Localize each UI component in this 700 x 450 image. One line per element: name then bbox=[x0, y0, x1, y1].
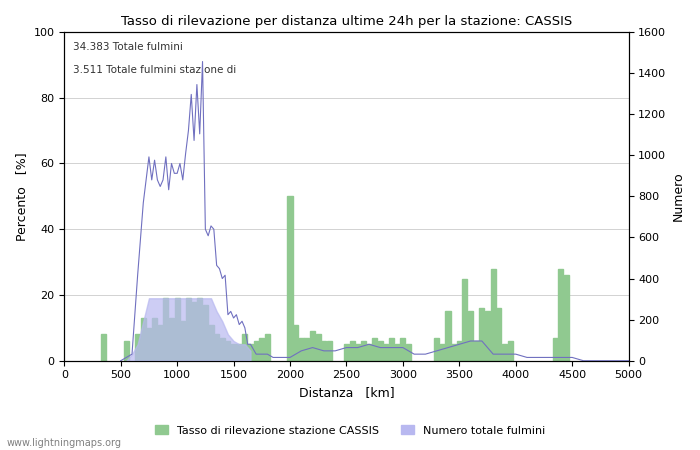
Bar bbox=[124, 341, 129, 361]
Bar bbox=[163, 298, 169, 361]
Bar bbox=[367, 344, 372, 361]
Bar bbox=[214, 334, 219, 361]
Bar bbox=[304, 338, 309, 361]
Bar bbox=[384, 344, 388, 361]
Bar bbox=[146, 328, 151, 361]
Bar bbox=[158, 324, 163, 361]
Bar bbox=[186, 298, 191, 361]
Bar bbox=[451, 344, 456, 361]
Bar bbox=[395, 344, 400, 361]
Bar bbox=[378, 341, 383, 361]
Bar bbox=[372, 338, 377, 361]
X-axis label: Distanza   [km]: Distanza [km] bbox=[299, 386, 394, 399]
Bar bbox=[299, 338, 304, 361]
Bar bbox=[316, 334, 321, 361]
Bar bbox=[468, 311, 473, 361]
Bar bbox=[288, 196, 293, 361]
Bar bbox=[457, 341, 462, 361]
Bar bbox=[434, 338, 440, 361]
Bar bbox=[293, 324, 298, 361]
Bar bbox=[220, 338, 225, 361]
Bar bbox=[174, 298, 180, 361]
Bar bbox=[152, 318, 157, 361]
Bar bbox=[192, 302, 197, 361]
Y-axis label: Percento   [%]: Percento [%] bbox=[15, 152, 28, 241]
Bar bbox=[225, 341, 230, 361]
Bar bbox=[349, 341, 355, 361]
Bar bbox=[321, 341, 326, 361]
Bar bbox=[237, 344, 242, 361]
Bar bbox=[203, 305, 208, 361]
Text: 3.511 Totale fulmini stazione di: 3.511 Totale fulmini stazione di bbox=[73, 65, 236, 75]
Bar bbox=[102, 334, 106, 361]
Bar bbox=[310, 331, 315, 361]
Bar bbox=[141, 318, 146, 361]
Bar bbox=[491, 269, 496, 361]
Bar bbox=[231, 344, 236, 361]
Bar bbox=[248, 344, 253, 361]
Bar bbox=[463, 279, 468, 361]
Y-axis label: Numero: Numero bbox=[672, 171, 685, 221]
Bar bbox=[355, 344, 360, 361]
Title: Tasso di rilevazione per distanza ultime 24h per la stazione: CASSIS: Tasso di rilevazione per distanza ultime… bbox=[121, 15, 572, 28]
Bar bbox=[242, 334, 247, 361]
Bar bbox=[253, 341, 259, 361]
Bar bbox=[496, 308, 501, 361]
Bar bbox=[327, 341, 332, 361]
Bar bbox=[400, 338, 405, 361]
Bar bbox=[508, 341, 512, 361]
Bar bbox=[389, 338, 394, 361]
Bar bbox=[485, 311, 490, 361]
Bar bbox=[445, 311, 451, 361]
Bar bbox=[135, 334, 140, 361]
Bar bbox=[406, 344, 411, 361]
Bar bbox=[564, 275, 569, 361]
Bar bbox=[265, 334, 270, 361]
Text: 34.383 Totale fulmini: 34.383 Totale fulmini bbox=[73, 42, 183, 52]
Bar bbox=[440, 344, 445, 361]
Bar bbox=[553, 338, 558, 361]
Bar bbox=[502, 344, 507, 361]
Bar bbox=[209, 324, 214, 361]
Bar bbox=[559, 269, 564, 361]
Bar bbox=[197, 298, 202, 361]
Bar bbox=[180, 321, 186, 361]
Text: www.lightningmaps.org: www.lightningmaps.org bbox=[7, 438, 122, 448]
Bar bbox=[344, 344, 349, 361]
Bar bbox=[480, 308, 484, 361]
Legend: Tasso di rilevazione stazione CASSIS, Numero totale fulmini: Tasso di rilevazione stazione CASSIS, Nu… bbox=[150, 421, 550, 440]
Bar bbox=[169, 318, 174, 361]
Bar bbox=[474, 341, 479, 361]
Bar bbox=[259, 338, 265, 361]
Bar bbox=[360, 341, 366, 361]
